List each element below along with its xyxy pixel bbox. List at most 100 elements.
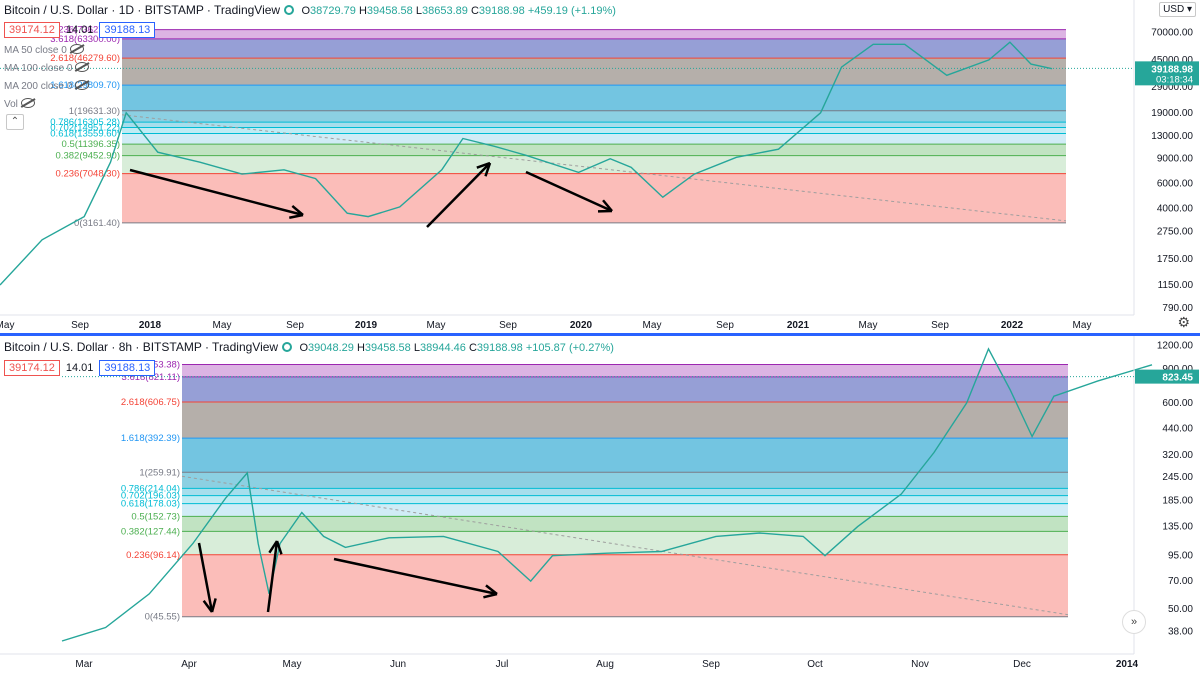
x-tick-label: 2022 — [1001, 320, 1024, 331]
y-tick-label: 790.00 — [1162, 303, 1193, 314]
x-tick-label: May — [283, 659, 302, 670]
fib-level-label: 1(259.91) — [139, 467, 180, 478]
market-status-icon — [284, 5, 294, 15]
fib-band — [182, 516, 1068, 531]
fib-level-label: 0.5(152.73) — [131, 511, 180, 522]
fib-level-label: 0.618(178.03) — [121, 499, 180, 510]
x-tick-label: May — [427, 320, 446, 331]
fib-band — [122, 39, 1066, 58]
x-tick-label: 2020 — [570, 320, 593, 331]
fib-band — [122, 128, 1066, 134]
x-tick-label: May — [1073, 320, 1092, 331]
x-tick-label: Sep — [499, 320, 517, 331]
fib-level-label: 0.382(9452.90) — [56, 151, 120, 162]
daily-chart-panel[interactable]: 4.236(73627.89)3.618(63300.00)2.618(4627… — [0, 0, 1200, 333]
y-tick-label: 245.00 — [1162, 472, 1193, 483]
fib-band — [182, 438, 1068, 472]
buy-button[interactable]: 39188.13 — [99, 360, 155, 376]
x-tick-label: Nov — [911, 659, 929, 670]
x-tick-label: Aug — [596, 659, 614, 670]
x-tick-label: May — [643, 320, 662, 331]
ohlc-readout: O38729.79 H39458.58 L38653.89 C39188.98 … — [301, 5, 615, 17]
indicator-ma200[interactable]: MA 200 close 0 — [4, 80, 89, 92]
symbol-title[interactable]: Bitcoin / U.S. Dollar · 8h · BITSTAMP · … — [4, 340, 278, 354]
hidden-eye-icon[interactable] — [70, 44, 84, 54]
indicator-ma100[interactable]: MA 100 close 0 — [4, 62, 89, 74]
y-tick-label: 9000.00 — [1157, 154, 1194, 165]
y-tick-label: 38.00 — [1168, 627, 1193, 638]
hidden-eye-icon[interactable] — [21, 98, 35, 108]
x-tick-label: 2019 — [355, 320, 378, 331]
indicator-ma50[interactable]: MA 50 close 0 — [4, 44, 84, 56]
x-tick-label: 2018 — [139, 320, 162, 331]
fib-level-label: 0.618(13559.60) — [50, 128, 120, 139]
sell-button[interactable]: 39174.12 — [4, 360, 60, 376]
x-tick-label: May — [213, 320, 232, 331]
x-tick-label: Jul — [496, 659, 509, 670]
y-tick-label: 50.00 — [1168, 604, 1193, 615]
y-tick-label: 95.00 — [1168, 551, 1193, 562]
y-tick-label: 70.00 — [1168, 576, 1193, 587]
fib-band — [182, 472, 1068, 488]
fib-level-label: 0(3161.40) — [74, 218, 120, 229]
y-tick-label: 1750.00 — [1157, 254, 1194, 265]
fib-band — [182, 377, 1068, 402]
y-tick-label: 6000.00 — [1157, 179, 1194, 190]
fib-level-label: 0.382(127.44) — [121, 526, 180, 537]
x-tick-label: Apr — [181, 659, 197, 670]
symbol-title[interactable]: Bitcoin / U.S. Dollar · 1D · BITSTAMP · … — [4, 3, 280, 17]
x-tick-label: Sep — [716, 320, 734, 331]
y-tick-label: 70000.00 — [1151, 28, 1193, 39]
fib-band — [182, 402, 1068, 438]
y-tick-label: 1200.00 — [1157, 340, 1194, 351]
fib-band — [122, 111, 1066, 122]
y-tick-label: 320.00 — [1162, 450, 1193, 461]
fib-band — [122, 30, 1066, 39]
x-tick-label: Mar — [75, 659, 93, 670]
x-tick-label: 2021 — [787, 320, 810, 331]
x-tick-label: Jun — [390, 659, 406, 670]
y-tick-label: 135.00 — [1162, 522, 1193, 533]
y-tick-label: 440.00 — [1162, 424, 1193, 435]
fib-level-label: 0(45.55) — [145, 612, 180, 623]
sell-button[interactable]: 39174.12 — [4, 22, 60, 38]
fib-band — [182, 364, 1068, 376]
ohlc-readout: O39048.29 H39458.58 L38944.46 C39188.98 … — [299, 342, 613, 354]
collapse-legend-button[interactable]: ⌃ — [6, 114, 24, 130]
buy-button[interactable]: 39188.13 — [99, 22, 155, 38]
hidden-eye-icon[interactable] — [75, 62, 89, 72]
x-tick-label: Sep — [931, 320, 949, 331]
y-tick-label: 19000.00 — [1151, 108, 1193, 119]
fib-level-label: 2.618(606.75) — [121, 397, 180, 408]
fib-band — [122, 144, 1066, 155]
x-tick-label: May — [859, 320, 878, 331]
currency-select[interactable]: USD ▾ — [1159, 2, 1196, 17]
trade-buttons: 39174.12 14.01 39188.13 — [4, 360, 155, 376]
x-tick-label: 2014 — [1116, 659, 1139, 670]
fib-level-label: 0.236(7048.30) — [56, 169, 120, 180]
scroll-to-realtime-button[interactable]: » — [1122, 610, 1146, 634]
fib-band — [122, 174, 1066, 223]
daily-chart-canvas[interactable]: 4.236(73627.89)3.618(63300.00)2.618(4627… — [0, 0, 1200, 333]
fib-band — [182, 488, 1068, 495]
trade-buttons: 39174.12 14.01 39188.13 — [4, 22, 155, 38]
last-price-value: 823.45 — [1162, 373, 1193, 384]
y-tick-label: 4000.00 — [1157, 203, 1194, 214]
fib-band — [122, 156, 1066, 174]
8h-chart-panel[interactable]: 4.236(953.38)3.618(821.11)2.618(606.75)1… — [0, 336, 1200, 672]
fib-level-label: 0.236(96.14) — [126, 550, 180, 561]
indicator-volume[interactable]: Vol — [4, 98, 35, 110]
settings-gear-icon[interactable]: ⚙ — [1177, 314, 1190, 331]
fib-level-label: 1(19631.30) — [69, 106, 120, 117]
fib-band — [122, 85, 1066, 111]
spread-value: 14.01 — [66, 24, 94, 36]
8h-chart-canvas[interactable]: 4.236(953.38)3.618(821.11)2.618(606.75)1… — [0, 336, 1200, 672]
y-tick-label: 13000.00 — [1151, 131, 1193, 142]
fib-band — [182, 504, 1068, 517]
fib-band — [122, 58, 1066, 85]
x-tick-label: May — [0, 320, 14, 331]
x-tick-label: Sep — [71, 320, 89, 331]
market-status-icon — [282, 342, 292, 352]
hidden-eye-icon[interactable] — [75, 80, 89, 90]
y-tick-label: 2750.00 — [1157, 226, 1194, 237]
